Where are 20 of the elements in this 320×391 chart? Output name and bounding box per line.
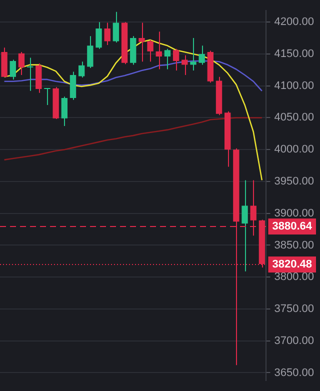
ref-line-label: 3880.64 [272,220,313,233]
y-tick-label: 3650.00 [274,366,314,379]
y-tick-label: 3850.00 [274,239,314,252]
candlestick [198,45,205,66]
candlestick [147,39,154,62]
y-tick-label: 3950.00 [274,176,314,188]
y-tick-label: 3900.00 [274,207,314,220]
y-tick-label: 4000.00 [274,144,314,156]
ref-line-label: 3820.48 [272,258,312,271]
y-tick-label: 4100.00 [274,80,314,92]
candlestick [190,38,196,72]
y-tick-label: 4150.00 [274,48,314,60]
candlestick [44,88,50,106]
y-tick-label: 4050.00 [274,112,314,124]
candlestick [242,180,248,272]
y-tick-label: 3750.00 [274,303,314,316]
candlestick [138,22,145,62]
y-tick-label: 3700.00 [274,334,314,347]
y-tick-label: 3800.00 [274,271,314,284]
y-tick-label: 4200.00 [274,16,314,28]
